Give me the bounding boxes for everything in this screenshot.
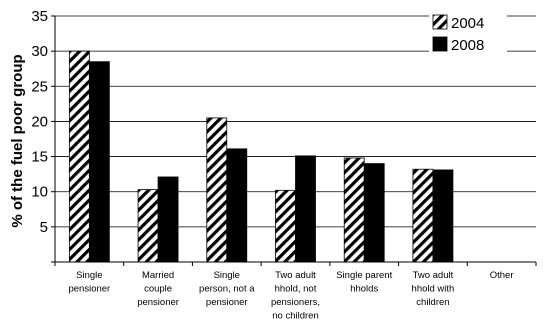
- bar-2004-0: [68, 50, 90, 263]
- x-tick-label: Married couple pensioner: [137, 270, 179, 308]
- x-tick-label: Two adult hhold with children: [412, 270, 455, 308]
- y-tick-label: 35: [31, 8, 48, 25]
- bar-2004-5: [412, 168, 434, 263]
- bar-2004-1: [137, 189, 159, 263]
- y-tick-labels: 5 10 15 20 25 30 35: [31, 8, 48, 236]
- y-tick-label: 5: [40, 219, 48, 236]
- x-category-labels: Single pensioner Married couple pensioner Sin…: [68, 270, 513, 322]
- bar-2008-2: [226, 148, 248, 263]
- bar-2004-4: [343, 157, 365, 263]
- legend-label-2008: 2008: [451, 37, 484, 54]
- legend-swatch-2004: [432, 14, 448, 30]
- y-tick-label: 10: [31, 184, 48, 201]
- legend-swatch-2008: [432, 36, 448, 52]
- y-axis-label: % of the fuel poor group: [9, 54, 26, 227]
- bar-2004-3: [275, 189, 296, 263]
- x-tick-label: Two adult hhold, not pensioners, no childre…: [271, 270, 320, 322]
- legend[interactable]: 2004 2008: [429, 12, 507, 58]
- bar-2008-0: [88, 61, 110, 263]
- bars: [68, 50, 454, 263]
- x-tick-label: Single parent hholds: [336, 270, 392, 295]
- y-tick-label: 25: [31, 78, 48, 95]
- axes: [51, 15, 537, 266]
- x-tick-label: Other: [490, 270, 514, 281]
- bar-2008-5: [432, 169, 454, 263]
- bar-2008-3: [295, 155, 316, 263]
- bar-2008-1: [157, 176, 179, 263]
- legend-label-2004: 2004: [451, 15, 484, 32]
- y-tick-label: 15: [31, 149, 48, 166]
- bar-2004-2: [206, 117, 228, 263]
- x-tick-label: Single person, not a pensioner: [199, 270, 255, 308]
- x-tick-label: Single pensioner: [68, 270, 110, 295]
- y-tick-label: 20: [31, 113, 48, 130]
- bar-2008-4: [363, 163, 385, 263]
- y-tick-label: 30: [31, 43, 48, 60]
